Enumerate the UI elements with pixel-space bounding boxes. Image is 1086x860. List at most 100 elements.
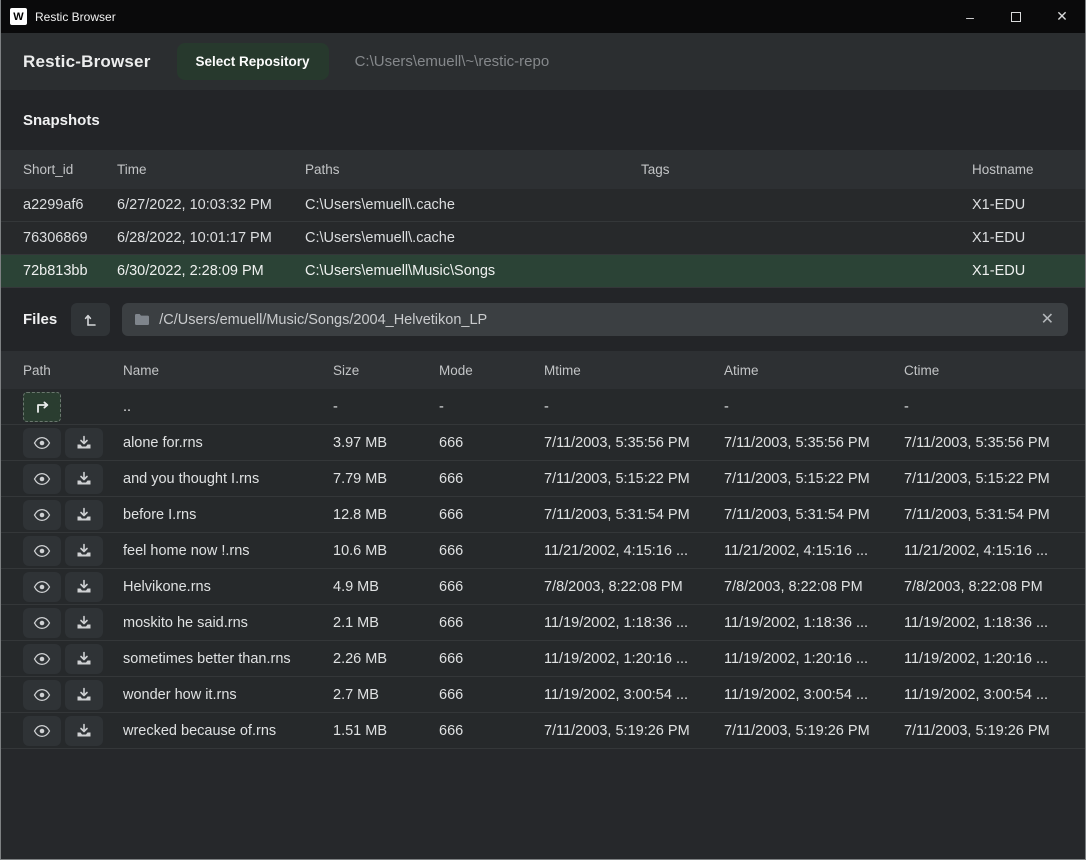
file-row[interactable]: wrecked because of.rns 1.51 MB 666 7/11/… <box>1 713 1085 749</box>
download-icon <box>76 687 92 702</box>
col-atime: Atime <box>724 363 904 378</box>
file-name: sometimes better than.rns <box>123 651 333 667</box>
file-row[interactable]: Helvikone.rns 4.9 MB 666 7/8/2003, 8:22:… <box>1 569 1085 605</box>
file-mode: 666 <box>439 651 544 667</box>
file-mode: 666 <box>439 723 544 739</box>
download-icon <box>76 435 92 450</box>
file-size: 10.6 MB <box>333 543 439 559</box>
snapshot-paths: C:\Users\emuell\.cache <box>305 230 641 246</box>
file-row[interactable]: alone for.rns 3.97 MB 666 7/11/2003, 5:3… <box>1 425 1085 461</box>
go-up-button[interactable] <box>23 392 61 422</box>
col-mtime: Mtime <box>544 363 724 378</box>
file-atime: 11/19/2002, 3:00:54 ... <box>724 687 904 703</box>
preview-button[interactable] <box>23 428 61 458</box>
file-row[interactable]: and you thought I.rns 7.79 MB 666 7/11/2… <box>1 461 1085 497</box>
download-button[interactable] <box>65 500 103 530</box>
preview-button[interactable] <box>23 680 61 710</box>
snapshot-row-selected[interactable]: 72b813bb 6/30/2022, 2:28:09 PM C:\Users\… <box>1 255 1085 288</box>
level-up-icon <box>83 312 99 328</box>
file-ctime: 11/21/2002, 4:15:16 ... <box>904 543 1069 559</box>
download-button[interactable] <box>65 680 103 710</box>
file-row[interactable]: wonder how it.rns 2.7 MB 666 11/19/2002,… <box>1 677 1085 713</box>
download-button[interactable] <box>65 608 103 638</box>
file-size: 4.9 MB <box>333 579 439 595</box>
folder-icon <box>134 313 150 326</box>
file-name: feel home now !.rns <box>123 543 333 559</box>
col-name: Name <box>123 363 333 378</box>
titlebar[interactable]: W Restic Browser – ✕ <box>1 0 1085 33</box>
snapshot-hostname: X1-EDU <box>972 263 1069 279</box>
path-input[interactable]: /C/Users/emuell/Music/Songs/2004_Helveti… <box>122 303 1068 336</box>
file-mtime: 11/19/2002, 1:20:16 ... <box>544 651 724 667</box>
eye-icon <box>33 580 51 594</box>
close-button[interactable]: ✕ <box>1039 0 1085 33</box>
file-size: 12.8 MB <box>333 507 439 523</box>
snapshots-heading: Snapshots <box>23 112 100 129</box>
file-mtime: - <box>544 399 724 415</box>
eye-icon <box>33 688 51 702</box>
file-ctime: 7/11/2003, 5:19:26 PM <box>904 723 1069 739</box>
minimize-icon: – <box>966 9 974 25</box>
file-mtime: 7/11/2003, 5:35:56 PM <box>544 435 724 451</box>
snapshot-row[interactable]: 76306869 6/28/2022, 10:01:17 PM C:\Users… <box>1 222 1085 255</box>
file-ctime: 7/11/2003, 5:31:54 PM <box>904 507 1069 523</box>
file-ctime: 11/19/2002, 3:00:54 ... <box>904 687 1069 703</box>
file-atime: - <box>724 399 904 415</box>
file-size: 2.7 MB <box>333 687 439 703</box>
file-row[interactable]: sometimes better than.rns 2.26 MB 666 11… <box>1 641 1085 677</box>
download-button[interactable] <box>65 644 103 674</box>
files-section-header: Files /C/Users/emuell/Music/Songs/2004_H… <box>1 288 1085 351</box>
file-ctime: 7/11/2003, 5:35:56 PM <box>904 435 1069 451</box>
minimize-button[interactable]: – <box>947 0 993 33</box>
file-row[interactable]: feel home now !.rns 10.6 MB 666 11/21/20… <box>1 533 1085 569</box>
level-up-button[interactable] <box>71 303 110 336</box>
file-mode: 666 <box>439 471 544 487</box>
download-button[interactable] <box>65 572 103 602</box>
file-row[interactable]: moskito he said.rns 2.1 MB 666 11/19/200… <box>1 605 1085 641</box>
file-ctime: 7/11/2003, 5:15:22 PM <box>904 471 1069 487</box>
up-directory-icon <box>33 399 51 415</box>
file-size: 1.51 MB <box>333 723 439 739</box>
snapshot-time: 6/28/2022, 10:01:17 PM <box>117 230 305 246</box>
file-ctime: - <box>904 399 1069 415</box>
preview-button[interactable] <box>23 608 61 638</box>
snapshot-row[interactable]: a2299af6 6/27/2022, 10:03:32 PM C:\Users… <box>1 189 1085 222</box>
file-name: Helvikone.rns <box>123 579 333 595</box>
download-icon <box>76 507 92 522</box>
file-atime: 7/11/2003, 5:19:26 PM <box>724 723 904 739</box>
content-filler <box>1 749 1085 859</box>
file-atime: 7/11/2003, 5:35:56 PM <box>724 435 904 451</box>
file-ctime: 7/8/2003, 8:22:08 PM <box>904 579 1069 595</box>
file-row[interactable]: before I.rns 12.8 MB 666 7/11/2003, 5:31… <box>1 497 1085 533</box>
preview-button[interactable] <box>23 500 61 530</box>
file-mtime: 11/21/2002, 4:15:16 ... <box>544 543 724 559</box>
clear-path-button[interactable]: ✕ <box>1039 312 1056 328</box>
eye-icon <box>33 544 51 558</box>
file-name: before I.rns <box>123 507 333 523</box>
col-tags: Tags <box>641 162 972 177</box>
col-hostname: Hostname <box>972 162 1069 177</box>
maximize-button[interactable] <box>993 0 1039 33</box>
snapshot-short-id: a2299af6 <box>23 197 117 213</box>
preview-button[interactable] <box>23 464 61 494</box>
download-button[interactable] <box>65 716 103 746</box>
preview-button[interactable] <box>23 716 61 746</box>
repository-path: C:\Users\emuell\~\restic-repo <box>355 53 550 70</box>
snapshot-hostname: X1-EDU <box>972 197 1069 213</box>
download-button[interactable] <box>65 464 103 494</box>
select-repository-button[interactable]: Select Repository <box>177 43 329 80</box>
preview-button[interactable] <box>23 536 61 566</box>
download-button[interactable] <box>65 536 103 566</box>
preview-button[interactable] <box>23 572 61 602</box>
download-icon <box>76 615 92 630</box>
file-mode: - <box>439 399 544 415</box>
file-mtime: 7/11/2003, 5:15:22 PM <box>544 471 724 487</box>
parent-directory-row[interactable]: .. - - - - - <box>1 389 1085 425</box>
download-icon <box>76 723 92 738</box>
file-mode: 666 <box>439 435 544 451</box>
file-name: moskito he said.rns <box>123 615 333 631</box>
file-atime: 11/21/2002, 4:15:16 ... <box>724 543 904 559</box>
file-name: wonder how it.rns <box>123 687 333 703</box>
download-button[interactable] <box>65 428 103 458</box>
preview-button[interactable] <box>23 644 61 674</box>
